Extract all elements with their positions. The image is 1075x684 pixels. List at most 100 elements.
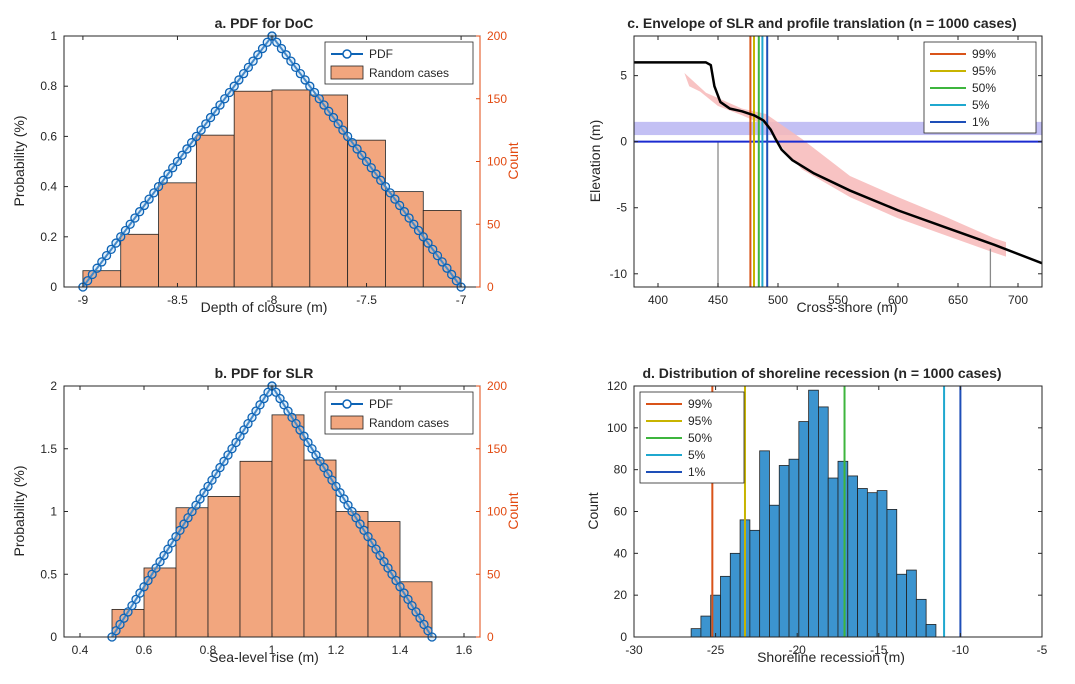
panel-d-bar [720,575,731,638]
panel-a-pdf-marker [366,163,376,173]
panel-d-ytick-label: 80 [614,463,628,477]
panel-d-ytick-label: 60 [614,505,628,519]
panel-a-bar [271,89,311,288]
panel-d-bar [798,421,810,638]
panel-a-y2label: Count [505,142,521,179]
panel-b-bar [239,460,273,638]
panel-d-ytick-label: 20 [614,588,628,602]
panel-a-pdf-marker [97,257,107,267]
panel-a-pdf-marker [428,244,438,255]
panel-a-pdf-marker [210,106,220,116]
panel-b-xtick-label: 1 [269,643,276,657]
panel-a-pdf-marker [224,87,235,98]
panel-c-xtick-label: 500 [768,293,788,307]
panel-a-pdf-marker [290,62,301,73]
panel-d-legend-label: 1% [688,465,706,479]
panel-b-legend-bars-label: Random cases [369,416,449,430]
panel-a-pdf-marker [220,94,230,104]
panel-b-y2tick-label: 200 [487,379,507,393]
panel-b-ytick-label: 1.5 [40,442,57,456]
panel-d-ytick-label: 40 [614,546,628,560]
panel-d-bar [749,529,761,638]
panel-b-xtick-label: 1.4 [392,643,409,657]
panel-a-pdf-marker [144,194,154,204]
panel-d-bar [818,406,829,638]
panel-c-legend-label: 5% [972,98,990,112]
panel-a-pdf-marker [376,175,386,185]
panel-a-pdf-marker [87,269,98,280]
panel-a-pdf-marker [163,169,173,179]
panel-c-legend-label: 50% [972,81,996,95]
panel-a-pdf-marker [276,43,287,54]
panel-d-bar [759,450,770,638]
panel-a-xtick-label: -7.5 [356,293,377,307]
panel-b-legend-pdf-label: PDF [369,397,393,411]
panel-c-envelope: 400 450 500 550 600 650 700 -10 -5 0 5 99% 95% 50% 5% 1… [587,15,1043,315]
panel-a-y2tick-label: 0 [487,280,494,294]
panel-c-xtick-label: 450 [708,293,728,307]
panel-a-bar [158,182,197,288]
panel-a-pdf-marker [342,131,353,142]
panel-a-ytick-label: 0 [50,280,57,294]
panel-a-pdf-marker [409,219,419,229]
panel-a-pdf-marker [437,257,447,267]
panel-a-pdf-marker [253,50,263,60]
panel-d-bar [827,477,839,638]
panel-c-ytick-label: 5 [620,69,627,83]
panel-a-pdf-marker [92,263,102,273]
panel-a-pdf-marker [153,181,164,192]
panel-a-y2tick-label: 150 [487,92,507,106]
panel-d-bar [808,389,819,638]
panel-c-xtick-label: 400 [648,293,668,307]
panel-a-legend-pdf-label: PDF [369,47,393,61]
panel-b-y2tick-label: 100 [487,505,507,519]
panel-a-pdf-marker [286,56,296,66]
panel-b-pdf-slr: 0.4 0.6 0.8 1 1.2 1.4 1.6 0 0.5 1 1.5 2 0 50 100 150 200… [11,365,521,665]
panel-d-xtick-label: -20 [789,643,807,657]
panel-a-xtick-label: -8.5 [167,293,188,307]
panel-a-bar [385,191,424,288]
panel-a-pdf-marker [314,94,324,104]
panel-b-y2tick-label: 0 [487,630,494,644]
panel-d-xtick-label: -5 [1037,643,1048,657]
panel-a-pdf-marker [134,207,145,217]
panel-a-pdf-marker [215,100,225,110]
panel-a-pdf-marker [262,37,272,47]
panel-c-xtick-label: 550 [828,293,848,307]
panel-a-pdf-marker [385,188,395,198]
panel-d-xlabel: Shoreline recession (m) [757,649,905,665]
panel-b-bar [207,496,241,638]
panel-a-ylabel: Probability (%) [11,115,27,206]
panel-a-bar [347,139,386,288]
panel-a-pdf-marker [186,138,197,148]
panel-c-xtick-label: 600 [888,293,908,307]
panel-b-title: b. PDF for SLR [215,365,314,381]
panel-d-xtick-label: -15 [870,643,888,657]
panel-a-bar [233,90,273,288]
panel-b-ytick-label: 2 [50,379,57,393]
panel-a-pdf-marker [120,225,131,236]
panel-a-pdf-marker [394,200,405,211]
panel-a-pdf-marker [172,156,183,167]
panel-a-pdf-marker [390,194,400,204]
panel-a-pdf-marker [432,250,443,261]
panel-b-ylabel: Probability (%) [11,465,27,556]
panel-a-pdf-marker [149,188,159,198]
panel-a-pdf-marker [446,269,457,280]
panel-a-pdf-marker [106,244,116,255]
panel-d-bar [700,615,712,638]
panel-d-legend-label: 95% [688,414,712,428]
panel-b-y2tick-label: 50 [487,567,501,581]
panel-a-pdf-marker [338,125,348,135]
panel-a-xtick-label: -8 [267,293,278,307]
panel-a-xlabel: Depth of closure (m) [201,299,328,315]
panel-a-pdf-marker [229,81,239,91]
panel-a-y2tick-label: 50 [487,217,501,231]
panel-a-pdf-marker [257,43,268,54]
panel-a-pdf-marker [281,50,291,60]
panel-b-pdf-markers [107,381,437,642]
panel-a-pdf-marker [357,150,367,160]
panel-a-y2tick-label: 100 [487,155,507,169]
panel-a-pdf-marker [347,138,358,148]
